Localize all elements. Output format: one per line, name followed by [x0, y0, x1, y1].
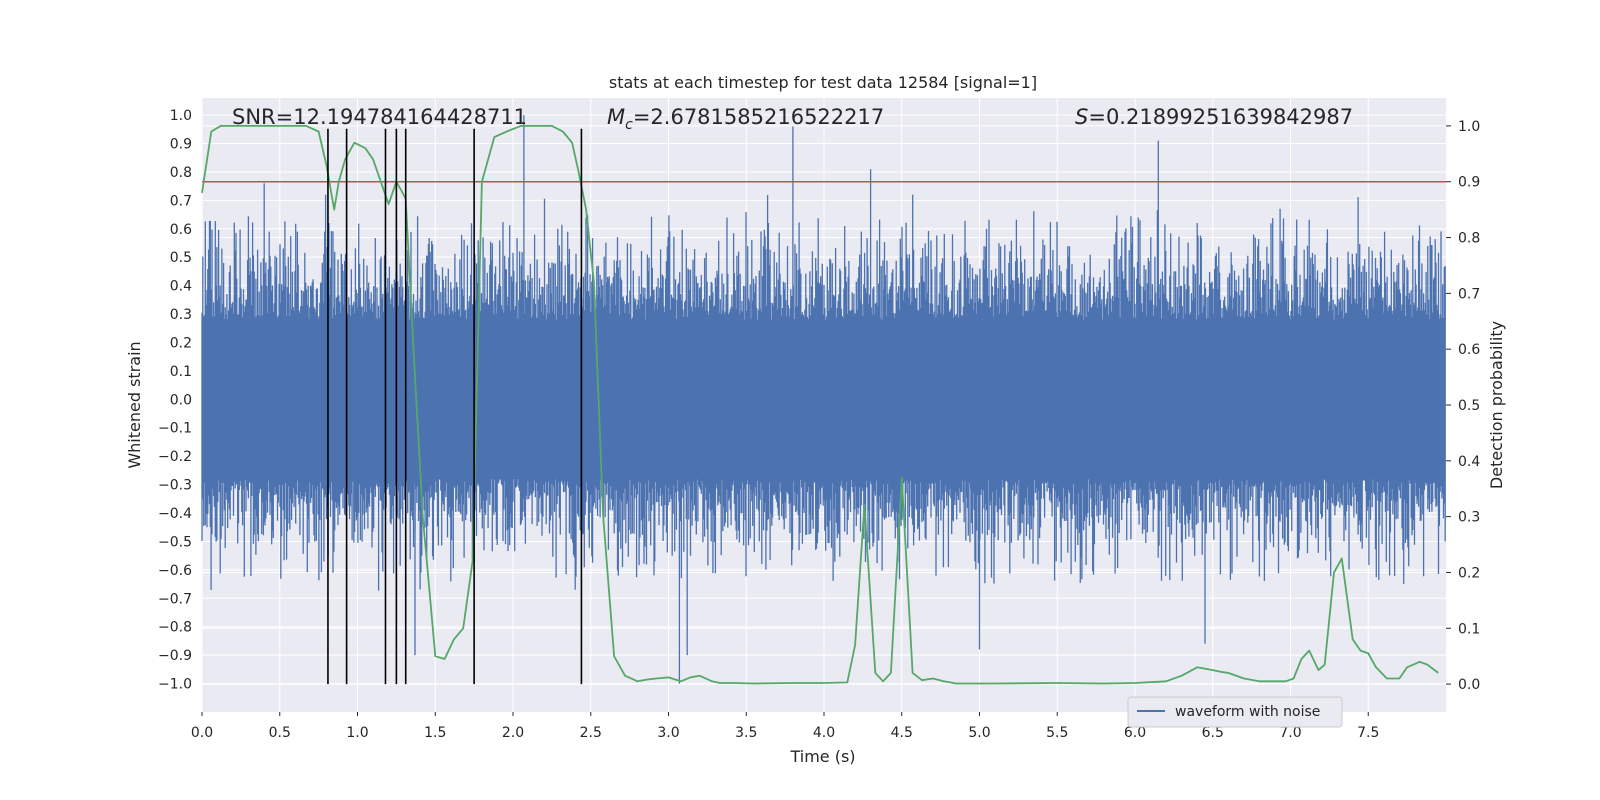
y-tick-label-left: −0.6: [158, 563, 192, 579]
s-value: =0.21899251639842987: [1088, 105, 1353, 129]
y-tick-label-right: 0.3: [1458, 510, 1480, 526]
y-tick-label-left: 0.2: [170, 335, 192, 351]
marker-lines: [327, 128, 583, 685]
chirp-mass-symbol: M: [607, 105, 625, 129]
y-axis-left-label: Whitened strain: [125, 341, 144, 468]
y-tick-label-left: −0.7: [158, 591, 192, 607]
x-axis-label: Time (s): [789, 747, 855, 766]
x-tick-label: 7.5: [1357, 725, 1379, 741]
snr-annotation: SNR=12.194784164428711: [232, 105, 527, 129]
y-tick-label-left: −0.9: [158, 648, 192, 664]
y-tick-label-left: −0.4: [158, 506, 192, 522]
y-tick-label-left: 0.5: [170, 250, 192, 266]
legend: waveform with noise: [1127, 696, 1343, 728]
legend-box: [1127, 696, 1343, 728]
chirp-mass-value: =2.6781585216522217: [633, 105, 884, 129]
y-tick-label-left: −1.0: [158, 677, 192, 693]
y-tick-label-left: 0.0: [170, 392, 192, 408]
x-tick-label: 0.5: [269, 725, 291, 741]
y-tick-label-left: −0.8: [158, 620, 192, 636]
y-tick-label-left: 0.9: [170, 136, 192, 152]
y-ticks-right: 1.0 0.9 0.8 0.7 0.6 0.5 0.4 0.3 0.2 0.1 0.0: [1446, 119, 1480, 693]
y-tick-label-left: 0.7: [170, 193, 192, 209]
legend-waveform-label: waveform with noise: [1175, 704, 1320, 720]
x-tick-label: 6.5: [1202, 725, 1224, 741]
y-tick-label-left: −0.3: [158, 478, 192, 494]
x-tick-label: 2.0: [502, 725, 524, 741]
y-tick-label-right: 0.0: [1458, 677, 1480, 693]
x-tick-label: 2.5: [580, 725, 602, 741]
y-tick-label-left: 0.3: [170, 307, 192, 323]
chirp-mass-annotation: Mc=2.6781585216522217: [607, 105, 884, 133]
probability-line: [201, 125, 1439, 685]
x-tick-label: 0.0: [191, 725, 213, 741]
x-tick-label: 5.0: [968, 725, 990, 741]
x-tick-label: 3.0: [657, 725, 679, 741]
y-tick-label-left: 0.4: [170, 279, 192, 295]
x-tick-label: 3.5: [735, 725, 757, 741]
x-tick-label: 4.0: [813, 725, 835, 741]
x-tick-label: 4.5: [891, 725, 913, 741]
y-tick-label-left: −0.5: [158, 534, 192, 550]
y-tick-label-left: −0.1: [158, 421, 192, 437]
y-ticks-left: 1.0 0.9 0.8 0.7 0.6 0.5 0.4 0.3 0.2 0.1 0.0 −0.1 −0.…: [158, 108, 192, 693]
y-tick-label-right: 0.8: [1458, 231, 1480, 247]
y-axis-right-label: Detection probability: [1487, 321, 1506, 489]
x-tick-label: 7.0: [1279, 725, 1301, 741]
y-tick-label-right: 0.4: [1458, 454, 1480, 470]
y-tick-label-left: 1.0: [170, 108, 192, 124]
y-tick-label-left: 0.6: [170, 222, 192, 238]
chart-title: stats at each timestep for test data 125…: [609, 73, 1037, 92]
y-tick-label-right: 1.0: [1458, 119, 1480, 135]
chirp-mass-subscript: c: [625, 117, 633, 133]
y-tick-label-right: 0.7: [1458, 286, 1480, 302]
x-tick-label: 6.0: [1124, 725, 1146, 741]
x-tick-label: 5.5: [1046, 725, 1068, 741]
y-tick-label-right: 0.9: [1458, 175, 1480, 191]
y-tick-label-right: 0.1: [1458, 621, 1480, 637]
y-tick-label-right: 0.2: [1458, 565, 1480, 581]
probability-series-group: [201, 125, 1439, 685]
x-ticks: 0.0 0.5 1.0 1.5 2.0 2.5 3.0 3.5 4.0 4.5 5.0 5.5 6.0 6…: [191, 712, 1379, 741]
x-tick-label: 1.0: [346, 725, 368, 741]
s-annotation: S=0.21899251639842987: [1075, 105, 1353, 129]
y-tick-label-right: 0.5: [1458, 398, 1480, 414]
waveform-trace: [201, 115, 1446, 684]
y-tick-label-left: 0.8: [170, 165, 192, 181]
y-tick-label-left: −0.2: [158, 449, 192, 465]
s-symbol: S: [1075, 105, 1088, 129]
waveform-series: [201, 115, 1446, 684]
y-tick-label-right: 0.6: [1458, 342, 1480, 358]
y-tick-label-left: 0.1: [170, 364, 192, 380]
x-tick-label: 1.5: [424, 725, 446, 741]
